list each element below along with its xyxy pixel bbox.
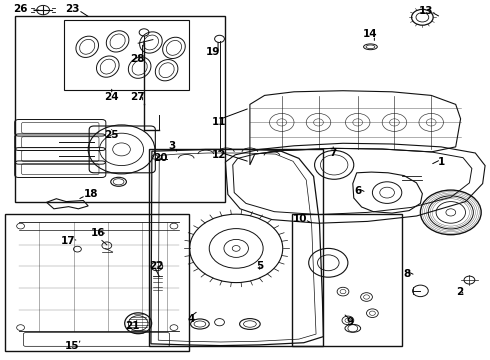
- Text: 17: 17: [61, 236, 76, 246]
- Text: 4: 4: [187, 314, 195, 324]
- Text: 14: 14: [363, 29, 377, 39]
- Text: 7: 7: [329, 148, 337, 158]
- Text: 6: 6: [354, 186, 361, 196]
- Bar: [15, 16, 225, 202]
- Bar: [5, 214, 189, 351]
- Text: 25: 25: [104, 130, 119, 140]
- Text: 13: 13: [419, 6, 434, 16]
- Text: 9: 9: [347, 317, 354, 327]
- Text: 2: 2: [456, 287, 463, 297]
- Text: 26: 26: [13, 4, 28, 14]
- Text: 15: 15: [65, 341, 80, 351]
- Text: 24: 24: [104, 92, 119, 102]
- Text: 28: 28: [130, 54, 145, 64]
- Text: 1: 1: [438, 157, 444, 167]
- Text: 21: 21: [125, 321, 140, 331]
- Text: 20: 20: [153, 153, 168, 163]
- Text: 16: 16: [91, 228, 105, 238]
- Text: 11: 11: [212, 117, 226, 127]
- Text: 18: 18: [83, 189, 98, 199]
- Text: 23: 23: [65, 4, 80, 14]
- Text: 3: 3: [168, 141, 175, 151]
- Text: 12: 12: [212, 150, 226, 160]
- Bar: [292, 214, 402, 346]
- Bar: [149, 149, 323, 346]
- Text: 5: 5: [256, 261, 263, 271]
- Text: 27: 27: [130, 92, 145, 102]
- Bar: [64, 20, 189, 90]
- Text: 8: 8: [403, 269, 410, 279]
- Text: 10: 10: [293, 213, 307, 224]
- Text: 19: 19: [206, 47, 220, 57]
- Text: 22: 22: [149, 261, 164, 271]
